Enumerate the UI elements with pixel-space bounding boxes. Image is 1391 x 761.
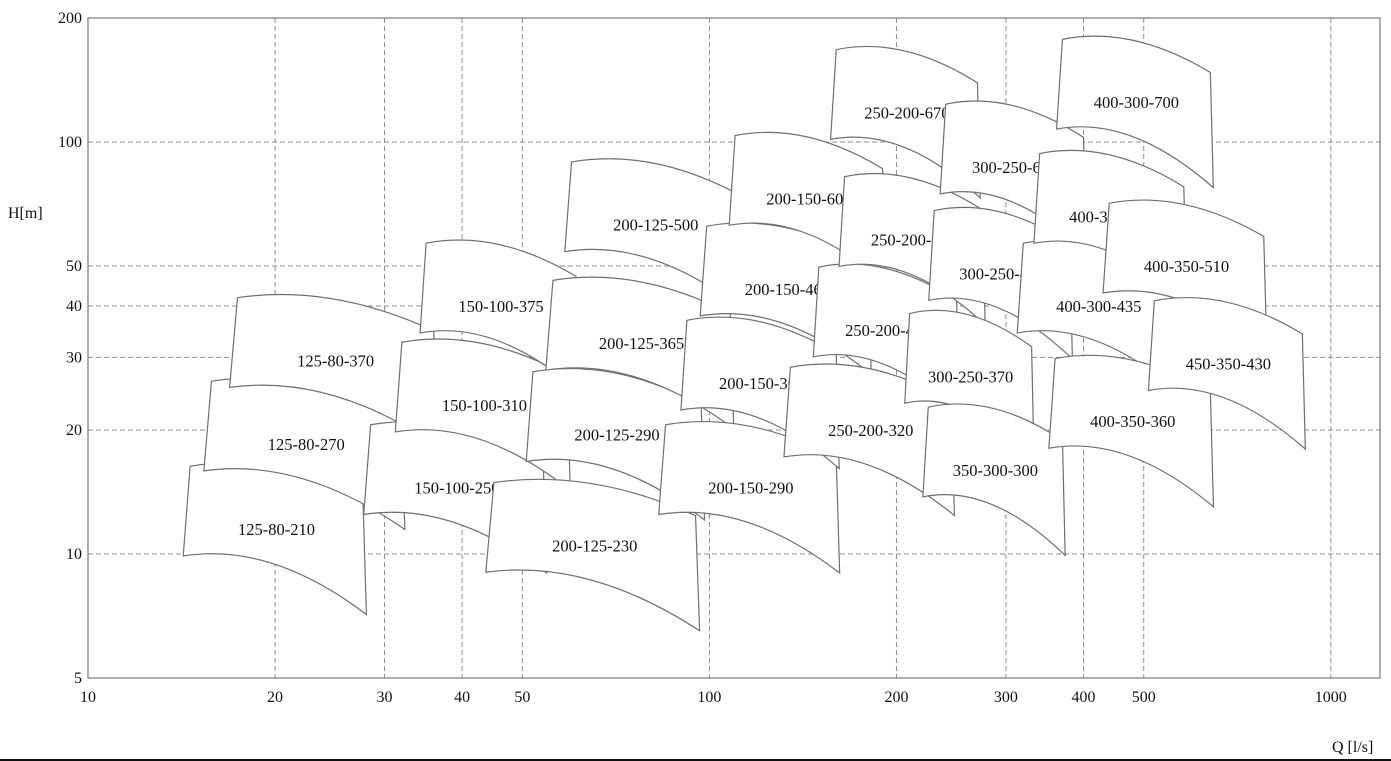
x-tick-label: 20 [267, 689, 283, 706]
region-outline [1048, 354, 1215, 509]
y-tick-label: 200 [58, 10, 82, 27]
region-400-300-700: 400-300-700 [1055, 35, 1214, 189]
region-150-100-375: 150-100-375 [419, 239, 580, 393]
x-tick-label: 40 [454, 689, 470, 706]
region-label: 200-150-360 [719, 374, 804, 393]
y-tick-label: 40 [66, 298, 82, 315]
x-tick-label: 10 [80, 689, 96, 706]
region-label: 200-125-365 [599, 334, 684, 353]
region-200-125-290: 200-125-290 [525, 367, 706, 522]
region-label: 150-100-375 [458, 297, 543, 316]
region-200-125-230: 200-125-230 [485, 478, 701, 632]
region-label: 150-100-250 [414, 479, 499, 498]
region-outline [1147, 296, 1306, 451]
region-label: 400-350-510 [1144, 257, 1229, 276]
region-outline [658, 420, 841, 575]
region-label: 125-80-270 [268, 435, 345, 454]
y-tick-label: 10 [66, 546, 82, 563]
region-label: 300-250-600 [972, 158, 1057, 177]
region-350-300-300: 350-300-300 [922, 403, 1066, 557]
region-label: 250-200-320 [828, 421, 913, 440]
region-450-350-430: 450-350-430 [1147, 296, 1306, 451]
region-label: 450-350-430 [1186, 354, 1271, 373]
region-200-150-290: 200-150-290 [658, 420, 841, 575]
y-tick-label: 30 [66, 349, 82, 366]
y-tick-label: 100 [58, 134, 82, 151]
x-axis-title: Q [l/s] [1332, 739, 1373, 756]
region-label: 200-150-290 [708, 479, 793, 498]
region-label: 200-150-605 [766, 189, 851, 208]
region-outline [525, 367, 706, 522]
region-label: 300-250-370 [928, 367, 1013, 386]
x-tick-label: 50 [514, 689, 530, 706]
region-label: 350-300-300 [953, 461, 1038, 480]
region-label: 200-125-290 [574, 425, 659, 444]
region-outline [485, 478, 701, 632]
region-label: 125-80-210 [238, 520, 315, 539]
region-label: 125-80-370 [297, 351, 374, 370]
axis-ticks: 10 20 30 40 50 100 200 300 400 500 100051020304050… [58, 10, 1347, 706]
x-tick-label: 200 [884, 689, 908, 706]
x-tick-label: 500 [1132, 689, 1156, 706]
region-label: 400-300-700 [1094, 93, 1179, 112]
region-400-350-360: 400-350-360 [1048, 354, 1215, 509]
y-tick-label: 50 [66, 258, 82, 275]
region-label: 250-200-670 [864, 103, 949, 122]
x-tick-label: 1000 [1315, 689, 1347, 706]
x-tick-label: 300 [994, 689, 1018, 706]
y-tick-label: 5 [74, 670, 82, 687]
region-label: 200-125-500 [613, 216, 698, 235]
region-label: 150-100-310 [442, 396, 527, 415]
y-axis-title: H[m] [8, 205, 43, 222]
region-label: 400-300-435 [1056, 297, 1141, 316]
region-125-80-370: 125-80-370 [228, 293, 439, 448]
region-label: 400-350-360 [1090, 412, 1175, 431]
region-outline [922, 403, 1066, 557]
x-tick-label: 30 [376, 689, 392, 706]
operating-regions: 125-80-210 125-80-270 125-80-370 150-100-25… [182, 35, 1306, 632]
y-tick-label: 20 [66, 422, 82, 439]
region-label: 200-150-460 [745, 280, 830, 299]
x-tick-label: 400 [1072, 689, 1096, 706]
region-outline [1055, 35, 1214, 189]
x-tick-label: 100 [697, 689, 721, 706]
region-label: 200-125-230 [552, 536, 637, 555]
region-125-80-210: 125-80-210 [182, 462, 368, 616]
plot-frame [87, 17, 1381, 679]
